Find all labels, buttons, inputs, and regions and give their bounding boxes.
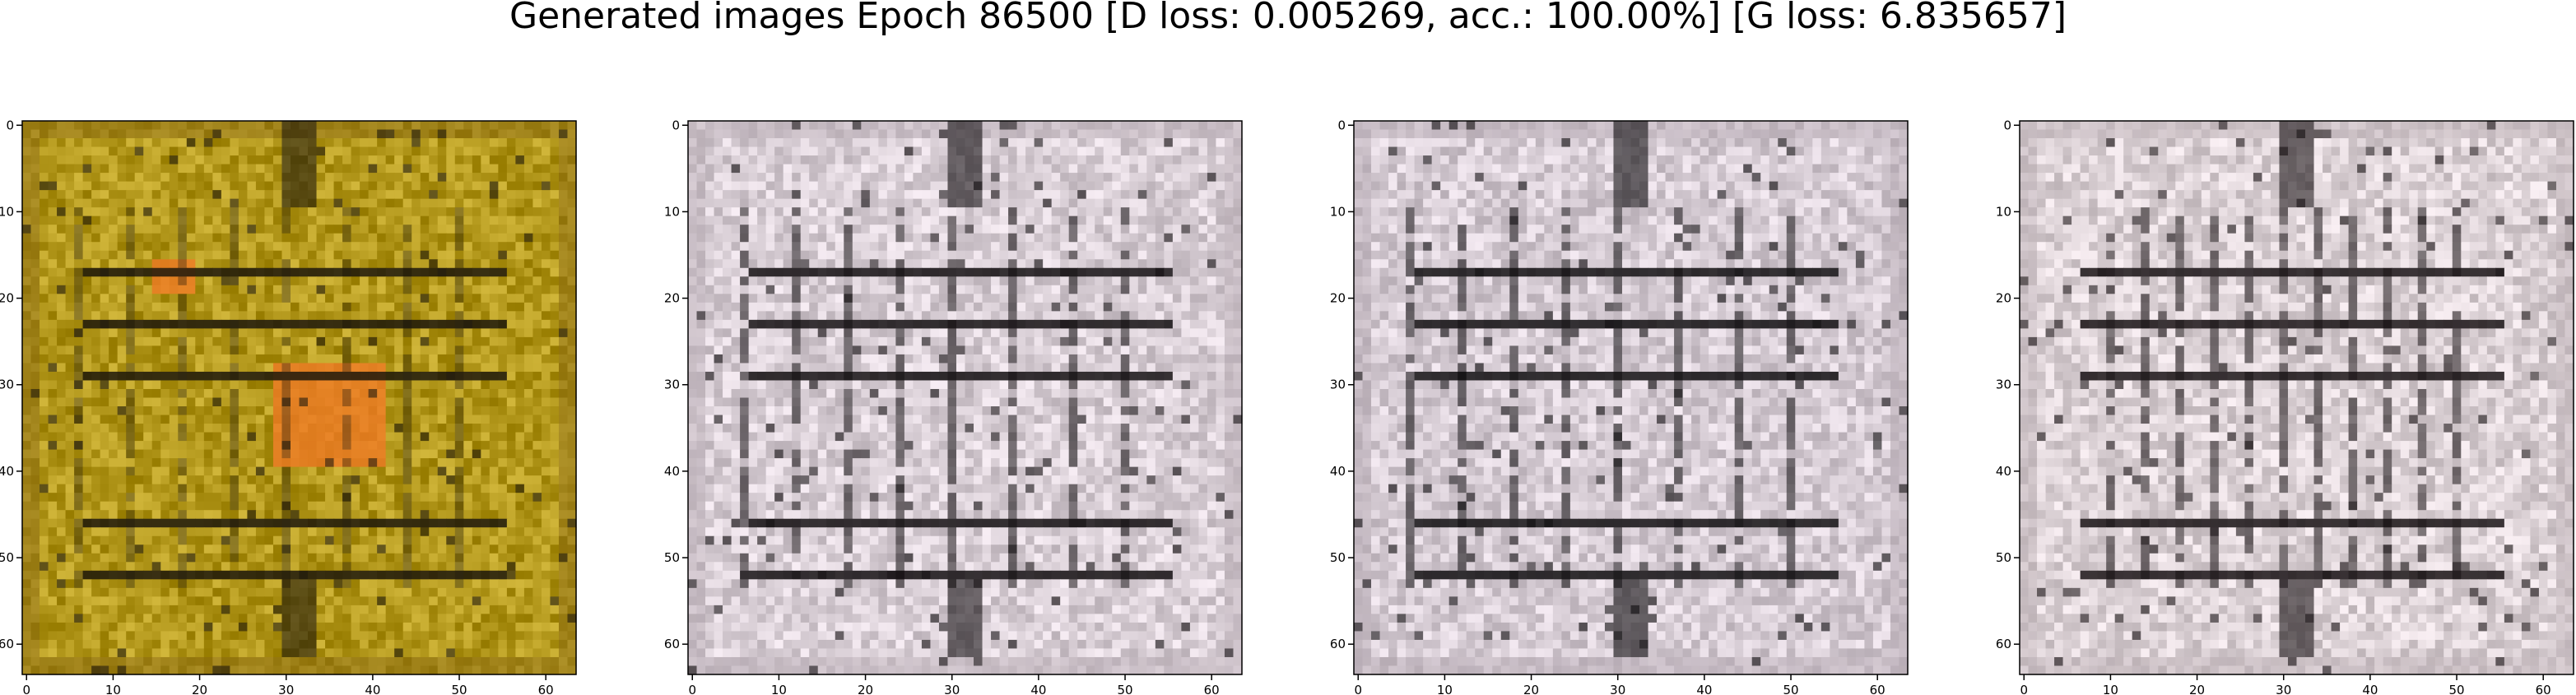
y-tick-label: 60	[664, 637, 680, 651]
y-tick-label: 0	[2003, 118, 2011, 132]
y-tick-label: 10	[664, 204, 680, 219]
x-tick-labels-3: 0 10 20 30 40 50 60	[1354, 683, 1885, 695]
generated-image-4	[2020, 121, 2574, 675]
x-tick-labels-1: 0 10 20 30 40 50 60	[22, 683, 553, 695]
y-tick-label: 30	[664, 378, 680, 392]
y-tick-label: 50	[664, 550, 680, 565]
panel-sample-3: 0 10 20 30 40 50 60 0 10 20 30 40 50 60	[1330, 118, 1909, 695]
y-tick-label: 60	[0, 637, 14, 651]
y-tick-labels-3: 0 10 20 30 40 50 60	[1330, 118, 1346, 651]
y-tick-label: 0	[6, 118, 14, 132]
y-tick-labels-1: 0 10 20 30 40 50 60	[0, 118, 14, 651]
y-tick-label: 50	[0, 550, 14, 565]
y-tick-label: 20	[1330, 291, 1346, 306]
tick-marks-3	[1348, 124, 1878, 680]
x-tick-label: 0	[22, 683, 30, 695]
y-tick-labels-2: 0 10 20 30 40 50 60	[664, 118, 680, 651]
x-tick-label: 50	[1783, 683, 1798, 695]
y-tick-label: 30	[1330, 378, 1346, 392]
x-tick-label: 50	[1117, 683, 1132, 695]
x-tick-label: 10	[2103, 683, 2118, 695]
panel-sample-1: 0 10 20 30 40 50 60 0 10 20 30 40 50 60	[0, 118, 577, 695]
x-tick-label: 20	[2189, 683, 2205, 695]
x-tick-label: 30	[278, 683, 294, 695]
generated-image-2	[688, 121, 1243, 675]
panel-sample-4: 0 10 20 30 40 50 60 0 10 20 30 40 50 60	[1996, 118, 2574, 695]
y-tick-label: 20	[0, 291, 14, 306]
x-tick-label: 20	[1523, 683, 1539, 695]
generated-image-3	[1354, 121, 1909, 675]
y-tick-label: 0	[1337, 118, 1346, 132]
x-tick-label: 0	[688, 683, 696, 695]
tick-marks-1	[16, 124, 546, 680]
x-tick-label: 60	[538, 683, 554, 695]
axes-frame-1	[21, 120, 577, 675]
x-tick-labels-2: 0 10 20 30 40 50 60	[688, 683, 1219, 695]
axes-frame-4	[2019, 120, 2574, 675]
y-tick-label: 10	[1996, 204, 2011, 219]
x-tick-label: 50	[2448, 683, 2464, 695]
panel-sample-2: 0 10 20 30 40 50 60 0 10 20 30 40 50 60	[664, 118, 1243, 695]
y-tick-label: 50	[1330, 550, 1346, 565]
x-tick-label: 30	[2276, 683, 2291, 695]
x-tick-label: 30	[944, 683, 960, 695]
y-tick-label: 30	[1996, 378, 2011, 392]
y-tick-label: 60	[1330, 637, 1346, 651]
x-tick-label: 10	[771, 683, 787, 695]
x-tick-label: 40	[1030, 683, 1046, 695]
y-tick-label: 40	[0, 464, 14, 479]
x-tick-label: 10	[105, 683, 121, 695]
axes-frame-2	[687, 120, 1243, 675]
y-tick-label: 30	[0, 378, 14, 392]
x-tick-label: 20	[192, 683, 207, 695]
generated-image-1	[22, 121, 577, 675]
x-tick-label: 60	[2536, 683, 2551, 695]
x-tick-label: 40	[2362, 683, 2378, 695]
axes-frame-3	[1353, 120, 1909, 675]
x-tick-label: 10	[1437, 683, 1453, 695]
y-tick-label: 20	[1996, 291, 2011, 306]
y-tick-label: 40	[1996, 464, 2011, 479]
x-tick-label: 40	[1696, 683, 1712, 695]
x-tick-labels-4: 0 10 20 30 40 50 60	[2020, 683, 2550, 695]
y-tick-label: 40	[1330, 464, 1346, 479]
y-tick-labels-4: 0 10 20 30 40 50 60	[1996, 118, 2011, 651]
x-tick-label: 60	[1204, 683, 1220, 695]
y-tick-label: 10	[0, 204, 14, 219]
x-tick-label: 60	[1870, 683, 1886, 695]
y-tick-label: 0	[672, 118, 680, 132]
x-tick-label: 50	[451, 683, 467, 695]
y-tick-label: 20	[664, 291, 680, 306]
figure-title: Generated images Epoch 86500 [D loss: 0.…	[509, 0, 2067, 37]
y-tick-label: 60	[1996, 637, 2011, 651]
y-tick-label: 50	[1996, 550, 2011, 565]
x-tick-label: 20	[858, 683, 873, 695]
x-tick-label: 40	[365, 683, 380, 695]
x-tick-label: 0	[1354, 683, 1362, 695]
tick-marks-4	[2014, 124, 2544, 680]
y-tick-label: 10	[1330, 204, 1346, 219]
x-tick-label: 0	[2020, 683, 2028, 695]
x-tick-label: 30	[1610, 683, 1625, 695]
tick-marks-2	[682, 124, 1212, 680]
y-tick-label: 40	[664, 464, 680, 479]
